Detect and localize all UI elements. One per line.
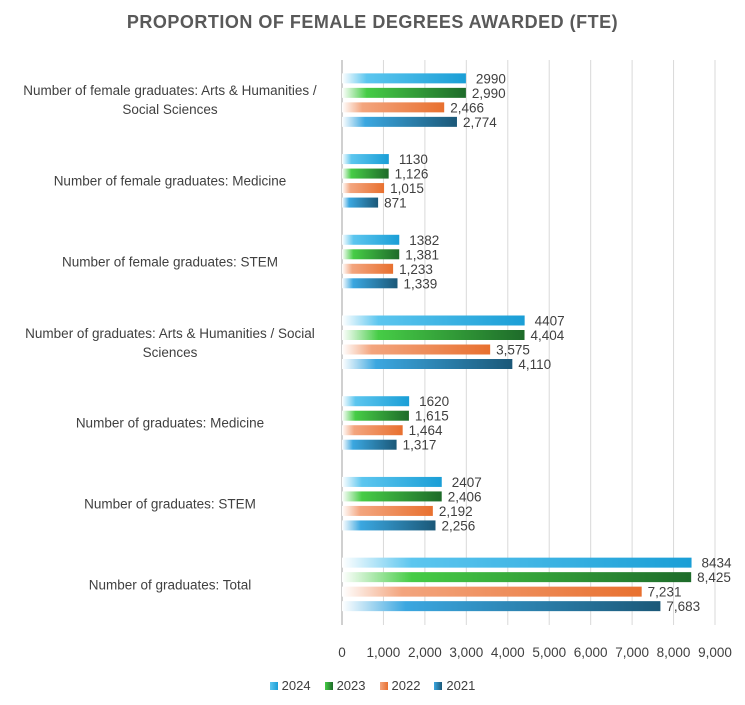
data-label: 2407 <box>452 475 482 490</box>
legend: 2024 2023 2022 2021 <box>0 678 745 693</box>
x-tick-label: 4,000 <box>491 645 525 660</box>
bar-2022 <box>342 586 642 597</box>
legend-item-2022[interactable]: 2022 <box>379 678 421 693</box>
legend-item-2023[interactable]: 2023 <box>324 678 366 693</box>
data-label: 2,406 <box>448 489 482 504</box>
legend-label: 2021 <box>446 678 476 693</box>
data-label: 2,466 <box>450 100 484 115</box>
category-label: Number of female graduates: Medicine <box>53 173 287 189</box>
bar-2024 <box>342 476 442 487</box>
bar-2023 <box>342 249 400 260</box>
bar-2024 <box>342 315 525 326</box>
x-tick-label: 1,000 <box>367 645 401 660</box>
bar-2021 <box>342 278 398 289</box>
data-label: 1,339 <box>403 276 437 291</box>
bar-2024 <box>342 73 466 84</box>
bar-2022 <box>342 425 403 436</box>
legend-item-2024[interactable]: 2024 <box>269 678 311 693</box>
bar-2023 <box>342 87 466 98</box>
category-label: Number of female graduates: Arts & Human… <box>23 83 317 118</box>
data-label: 2990 <box>476 71 506 86</box>
x-tick-label: 6,000 <box>574 645 608 660</box>
category-label: Number of graduates: STEM <box>84 496 256 512</box>
x-tick-label: 5,000 <box>532 645 566 660</box>
data-label: 1,615 <box>415 409 449 424</box>
legend-item-2021[interactable]: 2021 <box>434 678 475 693</box>
bar-2024 <box>342 557 692 568</box>
bar-2024 <box>342 396 410 407</box>
data-label: 871 <box>384 196 407 211</box>
data-label: 1620 <box>419 394 449 409</box>
chart-title: PROPORTION OF FEMALE DEGREES AWARDED (FT… <box>126 12 619 32</box>
legend-swatch <box>269 681 278 690</box>
bar-2023 <box>342 330 525 340</box>
bar-2021 <box>342 601 661 612</box>
x-tick-label: 0 <box>338 645 346 660</box>
bar-2021 <box>342 520 436 531</box>
legend-label: 2024 <box>281 678 311 693</box>
data-label: 2,774 <box>463 115 497 130</box>
x-tick-label: 8,000 <box>657 645 691 660</box>
legend-swatch <box>324 681 333 690</box>
x-tick-label: 9,000 <box>698 645 732 660</box>
category-label: Number of graduates: Arts & Humanities /… <box>25 325 315 360</box>
bar-2022 <box>342 263 394 274</box>
legend-swatch <box>434 681 443 690</box>
bar-2024 <box>342 234 400 245</box>
x-tick-label: 7,000 <box>615 645 649 660</box>
bar-2023 <box>342 491 442 502</box>
bar-2022 <box>342 505 433 516</box>
x-tick-label: 2,000 <box>408 645 442 660</box>
bar-2023 <box>342 572 692 583</box>
category-label: Number of graduates: Total <box>88 577 252 593</box>
bar-2024 <box>342 154 389 165</box>
data-label: 4,404 <box>531 328 565 343</box>
data-label: 1,126 <box>395 167 429 182</box>
data-label: 2,990 <box>472 86 506 101</box>
data-label: 2,192 <box>439 504 473 519</box>
data-label: 1,381 <box>405 247 439 262</box>
bar-2022 <box>342 102 445 113</box>
data-label: 1,015 <box>390 181 424 196</box>
data-label: 3,575 <box>496 343 530 358</box>
legend-label: 2023 <box>336 678 366 693</box>
data-label: 2,256 <box>441 518 475 533</box>
x-tick-label: 3,000 <box>449 645 483 660</box>
category-label: Number of graduates: Medicine <box>75 415 265 431</box>
data-label: 1,317 <box>403 438 437 453</box>
data-label: 1,464 <box>409 423 443 438</box>
data-label: 1,233 <box>399 262 433 277</box>
data-label: 7,231 <box>648 585 682 600</box>
bar-2021 <box>342 439 397 450</box>
data-label: 8,425 <box>697 570 731 585</box>
bar-2022 <box>342 183 385 194</box>
data-label: 4,110 <box>518 357 551 372</box>
bar-2023 <box>342 410 409 421</box>
bar-2021 <box>342 197 379 208</box>
data-label: 8434 <box>702 556 733 571</box>
data-label: 1382 <box>409 233 439 248</box>
data-label: 7,683 <box>666 599 700 614</box>
data-label: 1130 <box>399 152 428 167</box>
bar-2022 <box>342 344 491 355</box>
legend-label: 2022 <box>391 678 421 693</box>
data-label: 4407 <box>535 314 565 329</box>
bar-2021 <box>342 359 513 369</box>
category-label: Number of female graduates: STEM <box>61 254 279 270</box>
legend-swatch <box>379 681 388 690</box>
bar-2023 <box>342 168 389 179</box>
bar-2021 <box>342 116 457 127</box>
